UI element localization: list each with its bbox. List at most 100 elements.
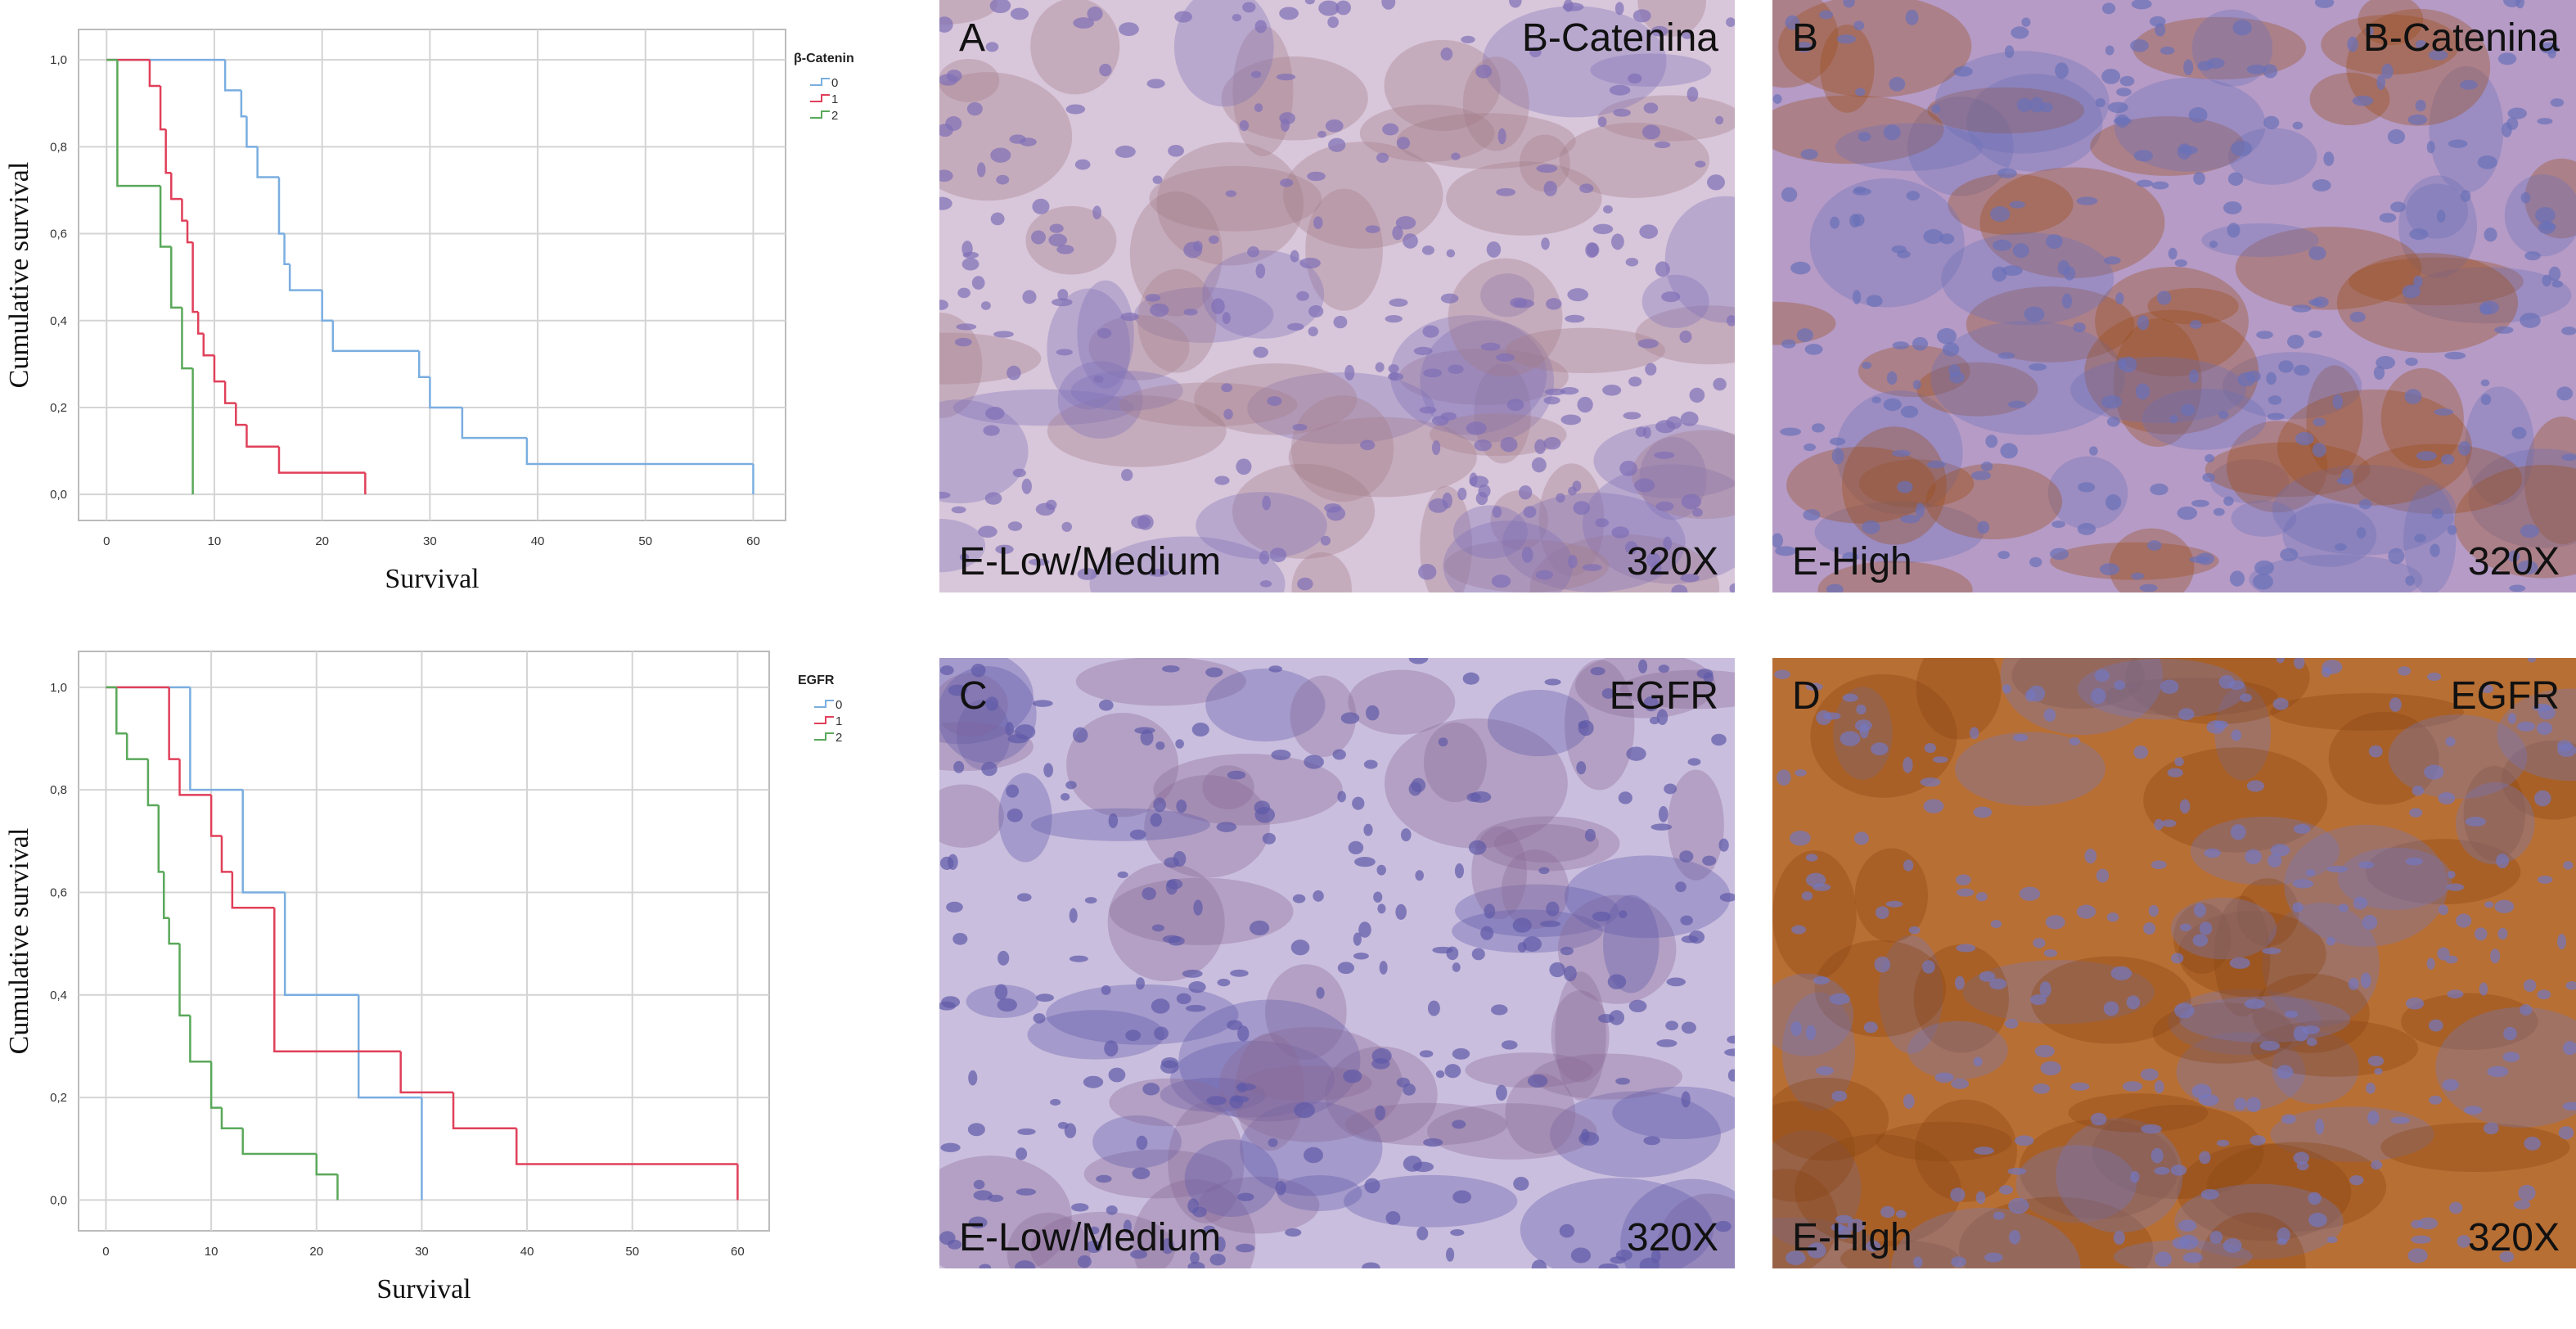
nucleus <box>1781 187 1798 202</box>
nucleus <box>1017 1128 1036 1135</box>
tissue-region <box>1025 205 1117 275</box>
nucleus <box>1989 978 2007 990</box>
tissue-region <box>1551 990 1610 1083</box>
nucleus <box>1707 174 1725 191</box>
nucleus <box>2293 364 2310 376</box>
nucleus <box>1790 261 1811 275</box>
tissue-region <box>2272 1031 2359 1105</box>
nucleus <box>1800 149 1818 160</box>
nucleus <box>1209 1253 1226 1266</box>
nucleus <box>2229 570 2245 587</box>
tissue-region <box>2050 542 2219 580</box>
nucleus <box>2012 243 2029 259</box>
nucleus <box>2503 1026 2517 1041</box>
nucleus <box>2156 291 2172 305</box>
nucleus <box>2511 426 2527 439</box>
x-tick-label: 10 <box>208 534 222 548</box>
survival-step <box>178 944 191 1017</box>
nucleus <box>1268 665 1282 673</box>
tissue-region <box>1555 971 1606 1101</box>
nucleus <box>1007 521 1023 531</box>
tissue-region <box>939 1156 1072 1268</box>
nucleus <box>1308 304 1324 318</box>
nucleus <box>1237 1025 1250 1042</box>
nucleus <box>2416 451 2437 461</box>
nucleus <box>2374 1068 2383 1075</box>
nucleus <box>1863 1021 1878 1034</box>
nucleus <box>2291 304 2312 313</box>
nucleus <box>2431 508 2444 520</box>
nucleus <box>2557 934 2566 950</box>
nucleus <box>1618 910 1628 919</box>
nucleus <box>1492 506 1502 518</box>
tissue-region <box>2346 8 2491 126</box>
nucleus <box>2244 998 2266 1009</box>
nucleus <box>1142 887 1156 900</box>
x-tick-label: 40 <box>520 1245 534 1259</box>
tissue-region <box>2143 747 2328 853</box>
nucleus <box>2206 720 2225 734</box>
nucleus <box>2367 1111 2380 1125</box>
tissue-region <box>1519 134 1570 192</box>
nucleus <box>2000 443 2018 459</box>
nucleus <box>1211 298 1225 315</box>
nucleus <box>1885 900 1903 908</box>
nucleus <box>2230 824 2246 840</box>
nucleus <box>2448 139 2468 148</box>
nucleus <box>2115 292 2124 305</box>
nucleus <box>2113 1231 2125 1245</box>
nucleus <box>1032 700 1053 707</box>
nucleus <box>1106 1205 1118 1215</box>
panel-marker: EGFR <box>1610 674 1718 718</box>
nucleus <box>1153 797 1166 813</box>
tissue-region <box>2284 824 2448 947</box>
nucleus <box>1452 1120 1466 1129</box>
nucleus <box>2365 25 2374 37</box>
nucleus <box>1496 187 1516 196</box>
nucleus <box>1324 503 1342 513</box>
nucleus <box>1651 561 1662 576</box>
nucleus <box>2234 1097 2247 1111</box>
nucleus <box>1842 693 1858 702</box>
nucleus <box>2034 1044 2055 1058</box>
legend-swatch <box>810 110 830 119</box>
nucleus <box>1452 962 1461 972</box>
nucleus <box>1043 763 1054 777</box>
nucleus <box>2480 684 2494 694</box>
tissue-region <box>1348 669 1456 735</box>
nucleus <box>1625 258 1639 267</box>
legend-label: 2 <box>835 731 842 745</box>
panel-background <box>939 0 1735 592</box>
nucleus <box>1975 1191 1986 1205</box>
nucleus <box>1534 439 1547 454</box>
nucleus <box>2009 200 2026 209</box>
tissue-region <box>1232 463 1376 559</box>
nucleus <box>1231 1096 1250 1103</box>
nucleus <box>1444 1064 1461 1079</box>
nucleus <box>2229 957 2250 969</box>
nucleus <box>1772 533 1784 548</box>
tissue-region <box>939 399 1029 504</box>
nucleus <box>1812 883 1831 891</box>
tissue-region <box>1772 1101 1855 1202</box>
nucleus <box>1292 423 1308 431</box>
nucleus <box>1012 468 1026 478</box>
nucleus <box>1658 806 1669 822</box>
tissue-region <box>1529 534 1720 592</box>
nucleus <box>2222 201 2242 214</box>
nucleus <box>1999 1185 2014 1195</box>
survival-step <box>461 407 527 439</box>
nucleus <box>2019 886 2041 901</box>
tissue-region <box>1446 161 1602 236</box>
survival-step <box>181 307 193 370</box>
nucleus <box>1853 20 1865 31</box>
nucleus <box>2178 708 2195 721</box>
tissue-region <box>2406 183 2469 239</box>
survival-step <box>321 290 333 322</box>
y-tick-label: 0,4 <box>50 314 67 328</box>
nucleus <box>985 407 1005 421</box>
nucleus <box>2246 780 2265 792</box>
nucleus <box>2413 275 2423 288</box>
panel-level: E-High <box>1792 1216 1912 1259</box>
nucleus <box>1115 145 1136 158</box>
